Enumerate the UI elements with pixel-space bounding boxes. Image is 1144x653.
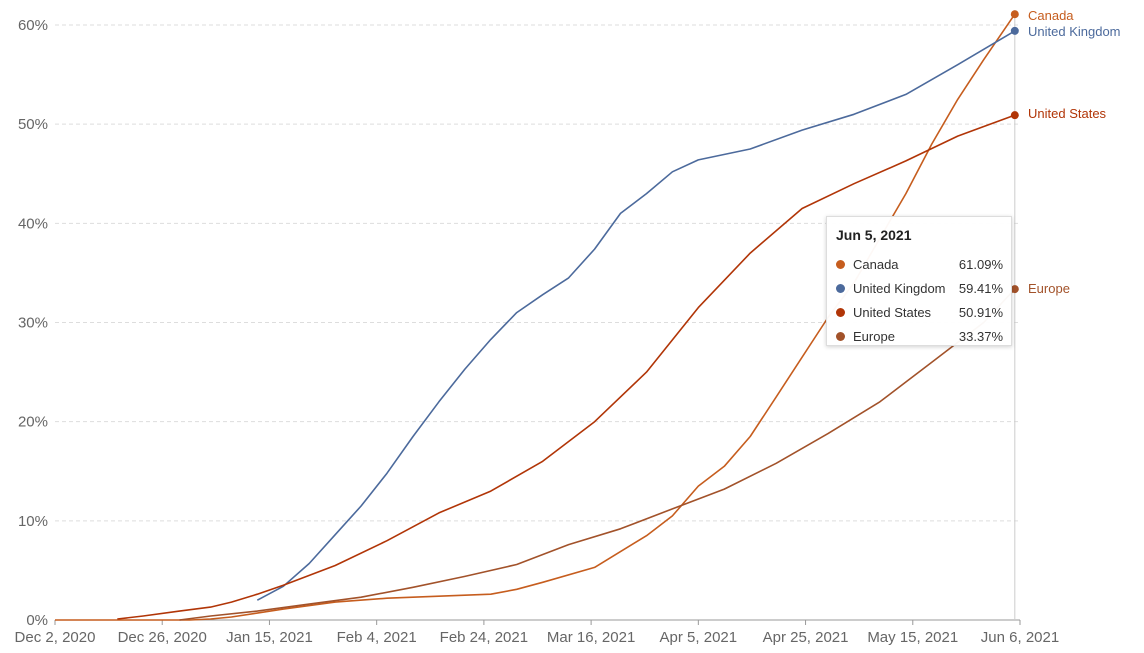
tooltip-row-united-kingdom: United Kingdom 59.41% [836, 276, 1003, 300]
x-axis: Dec 2, 2020 Dec 26, 2020 Jan 15, 2021 Feb 4… [15, 620, 1059, 646]
end-label-united-kingdom[interactable]: United Kingdom [1028, 24, 1121, 39]
series-line-canada [55, 13, 1016, 621]
x-tick-label: Dec 26, 2020 [118, 629, 207, 646]
y-tick-label: 20% [18, 414, 48, 431]
tooltip-row-united-states: United States 50.91% [836, 300, 1003, 324]
end-label-europe[interactable]: Europe [1028, 281, 1070, 296]
end-point-canada[interactable] [1010, 10, 1019, 19]
end-point-united-kingdom[interactable] [1010, 26, 1019, 35]
tooltip-value: 59.41% [958, 280, 1003, 296]
y-tick-label: 50% [18, 116, 48, 133]
tooltip-name: Canada [853, 256, 899, 272]
y-tick-label: 10% [18, 513, 48, 530]
y-axis: 0% 10% 20% 30% 40% 50% 60% [18, 17, 48, 629]
series-line-united-kingdom [256, 30, 1016, 601]
x-tick-label: Apr 5, 2021 [660, 629, 738, 646]
x-tick-label: Feb 4, 2021 [337, 629, 417, 646]
y-tick-label: 0% [26, 612, 48, 629]
series-line-united-states [117, 114, 1016, 620]
x-tick-label: Jun 6, 2021 [981, 629, 1059, 646]
x-tick-label: May 15, 2021 [867, 629, 958, 646]
x-tick-label: Jan 15, 2021 [226, 629, 313, 646]
tooltip-dot-canada [836, 259, 845, 269]
x-tick-label: Apr 25, 2021 [763, 629, 849, 646]
x-tick-label: Mar 16, 2021 [547, 629, 635, 646]
tooltip-value: 61.09% [958, 256, 1003, 272]
end-label-canada[interactable]: Canada [1028, 8, 1074, 23]
tooltip-name: United States [853, 304, 932, 320]
tooltip-row-europe: Europe 33.37% [836, 324, 1003, 348]
tooltip-date: Jun 5, 2021 [836, 227, 912, 243]
series-line-europe [179, 288, 1016, 621]
hover-tooltip: Jun 5, 2021 Canada 61.09% United Kingdom… [826, 216, 1012, 346]
tooltip-dot-united-kingdom [836, 283, 845, 293]
tooltip-value: 33.37% [958, 328, 1003, 344]
y-tick-label: 40% [18, 215, 48, 232]
y-tick-label: 60% [18, 17, 48, 34]
tooltip-dot-united-states [836, 307, 845, 317]
tooltip-dot-europe [836, 331, 845, 341]
x-tick-label: Dec 2, 2020 [15, 629, 96, 646]
tooltip-value: 50.91% [958, 304, 1003, 320]
x-tick-label: Feb 24, 2021 [440, 629, 528, 646]
end-point-europe[interactable] [1010, 285, 1019, 294]
tooltip-name: United Kingdom [853, 280, 946, 296]
tooltip-row-canada: Canada 61.09% [836, 252, 1003, 276]
end-point-united-states[interactable] [1010, 111, 1019, 120]
end-label-united-states[interactable]: United States [1028, 106, 1107, 121]
series-lines [55, 13, 1016, 621]
y-tick-label: 30% [18, 315, 48, 332]
tooltip-name: Europe [853, 328, 895, 344]
